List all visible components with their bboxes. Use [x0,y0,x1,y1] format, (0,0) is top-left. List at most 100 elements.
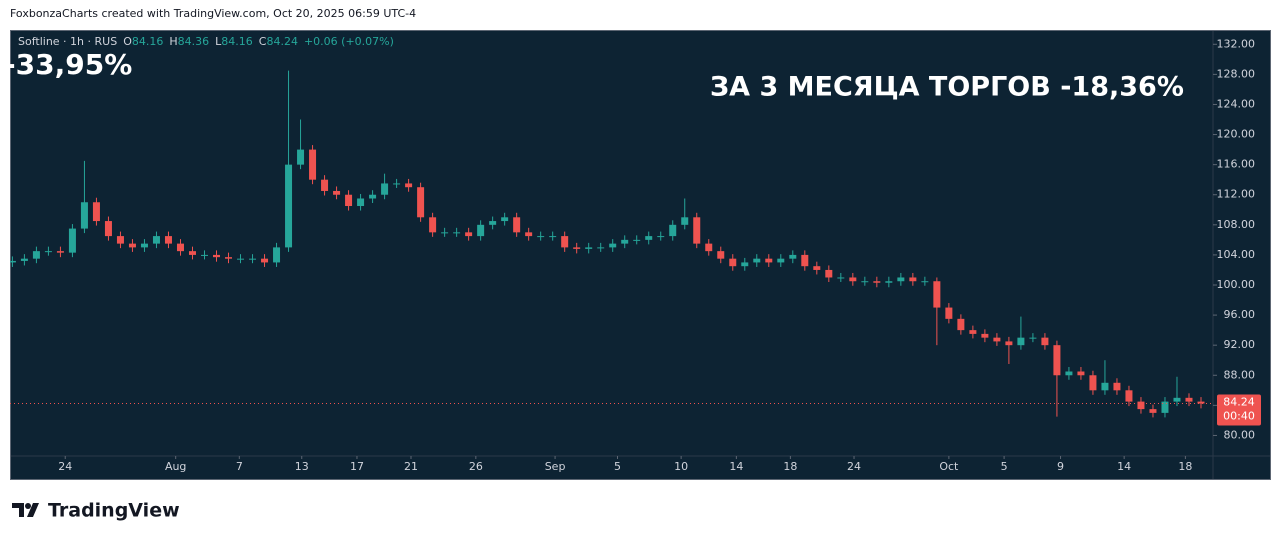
x-tick-label: 18 [1178,460,1192,473]
logo-dot [25,503,31,509]
candle-body [140,243,148,248]
y-tick-label: 116.00 [1217,158,1256,171]
plot: -33,95% [4,48,1205,418]
candle-body [945,307,953,319]
candle-body [837,277,845,279]
candle-body [477,224,485,237]
candle-body [164,236,172,244]
candle-body [104,221,112,237]
candle-body [56,251,64,253]
candle-body [213,254,221,258]
legend-key: L [215,35,222,48]
candle-body [1029,337,1037,339]
candle-body [669,224,677,237]
candle-body [693,217,701,244]
x-tick-label: 18 [783,460,797,473]
x-tick-label: 5 [1001,460,1008,473]
candle-body [609,243,617,248]
candle-body [237,258,245,260]
candle-body [633,239,641,241]
candle-body [645,236,653,240]
candle-body [297,149,305,165]
candle-body [765,258,773,263]
candle-body [1149,409,1157,413]
candle-body [273,247,281,263]
candle-body [369,194,377,199]
y-tick-label: 120.00 [1217,128,1256,141]
symbol: Softline · 1h · RUS [18,35,117,48]
candle-body [345,194,353,207]
legend-value: 84.16 [221,35,253,48]
x-tick-label: 26 [469,460,483,473]
annotation: -33,95% [4,48,132,81]
candle-body [585,247,593,249]
candle-body [285,164,293,248]
candle-body [549,236,557,238]
y-tick-label: 128.00 [1217,67,1256,80]
candle-body [1137,401,1145,410]
candle-body [92,202,100,222]
x-tick-label: 9 [1057,460,1064,473]
candle-body [897,277,905,282]
candle-body [1005,341,1013,346]
candle-body [1185,397,1193,402]
x-tick-label: Sep [545,460,566,473]
candle-body [176,243,184,252]
logo-icon [12,503,39,517]
candle-body [657,236,665,238]
candle-body [513,217,521,233]
candle-body [729,258,737,267]
candle-body [333,190,341,195]
candle-body [1113,382,1121,391]
candle-body [801,254,809,267]
candle-body [465,232,473,237]
candle-body [921,281,929,283]
candle-body [813,266,821,270]
annotation: ЗА 3 МЕСЯЦА ТОРГОВ -18,36% [710,72,1184,103]
candle-body [453,232,461,234]
legend-key: O [123,35,132,48]
candle-body [777,258,785,263]
brand: TradingView [48,500,180,522]
candle-body [753,258,761,263]
candle-body [705,243,713,252]
candle-body [200,254,208,256]
candle-body [1161,401,1169,413]
candle-body [597,247,605,249]
candle-body [261,258,269,263]
candle-body [1041,337,1049,346]
candle-body [417,187,425,218]
chart-frame [10,30,1271,480]
legend-change: +0.06 (+0.07%) [304,35,394,48]
legend-key: C [259,35,267,48]
candle-body [225,257,233,259]
x-tick-label: 7 [236,460,243,473]
candle-body [489,221,497,225]
x-tick-label: 24 [847,460,861,473]
candle-body [861,281,869,283]
candle-body [393,183,401,185]
candle-body [909,277,917,282]
candle-body [44,251,52,253]
y-tick-label: 104.00 [1217,248,1256,261]
y-tick-label: 88.00 [1224,368,1256,381]
candle-body [885,281,893,283]
candle-body [381,183,389,195]
candle-body [10,260,16,263]
x-tick-label: 21 [404,460,418,473]
y-tick-label: 100.00 [1217,278,1256,291]
countdown: 00:40 [1223,410,1255,423]
legend-value: 84.24 [266,35,298,48]
candle-body [152,236,160,244]
candle-body [1053,345,1061,376]
candle-body [969,330,977,334]
candle-body [993,337,1001,342]
candle-body [20,258,28,261]
candle-body [537,236,545,238]
candle-body [1017,337,1025,346]
candle-body [1065,371,1073,376]
y-tick-label: 132.00 [1217,37,1256,50]
last-price-label: 84.24 [1223,396,1255,409]
